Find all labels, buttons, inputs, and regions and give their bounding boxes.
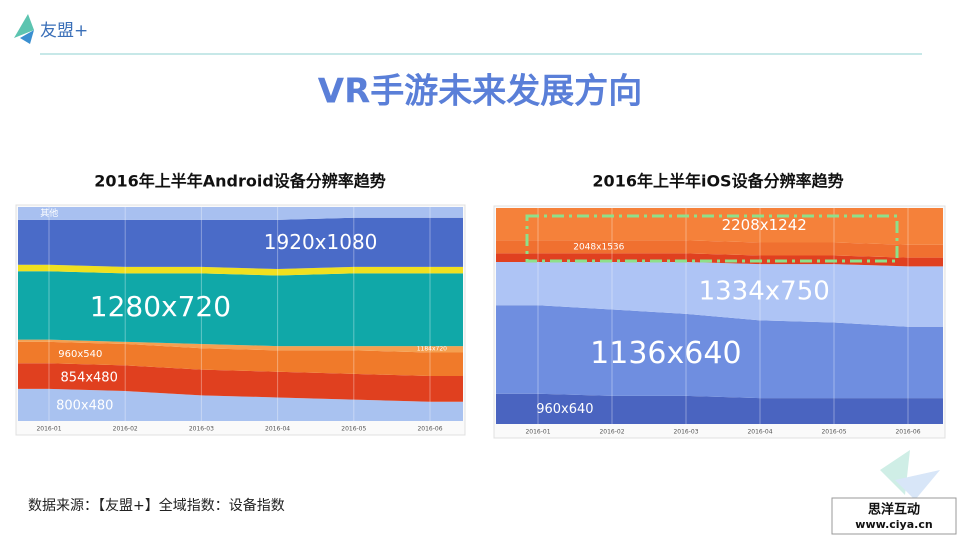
area-label: 1920x1080	[264, 230, 378, 254]
area-label: 1136x640	[590, 336, 741, 371]
chart-title: 2016年上半年iOS设备分辨率趋势	[592, 172, 843, 191]
watermark-name: 思洋互动	[868, 502, 920, 518]
area-band	[18, 207, 463, 220]
area-label: 854x480	[61, 370, 118, 385]
logo-icon	[20, 30, 34, 44]
area-band	[496, 393, 943, 424]
area-band	[18, 271, 463, 347]
x-tick-label: 2016-01	[36, 426, 61, 433]
area-label: 960x640	[536, 402, 593, 417]
decor	[895, 470, 940, 500]
x-tick-label: 2016-01	[525, 429, 550, 436]
area-label: 2208x1242	[722, 216, 807, 234]
area-label: 其他	[40, 207, 58, 219]
slide-title: VR手游未来发展方向	[318, 72, 643, 112]
x-tick-label: 2016-03	[189, 426, 214, 433]
area-band	[18, 264, 463, 276]
x-tick-label: 2016-03	[673, 429, 698, 436]
logo-icon	[14, 14, 34, 38]
area-band	[18, 217, 463, 270]
area-label: 960x540	[58, 349, 102, 360]
x-tick-label: 2016-02	[113, 426, 138, 433]
area-band	[496, 208, 943, 245]
chart-title: 2016年上半年Android设备分辨率趋势	[94, 172, 386, 191]
x-tick-label: 2016-05	[821, 429, 846, 436]
area-label: 2048x1536	[573, 242, 624, 252]
area-label: 800x480	[56, 398, 113, 413]
area-label: 1280x720	[90, 290, 231, 323]
area-label: 1184x720	[417, 345, 447, 352]
x-tick-label: 2016-06	[417, 426, 442, 433]
area-band	[18, 339, 463, 353]
watermark-box	[831, 497, 957, 535]
area-band	[18, 388, 463, 421]
highlight-box	[525, 214, 899, 263]
source-note: 数据来源：【友盟+】全域指数：设备指数	[28, 497, 285, 514]
area-band	[496, 305, 943, 399]
x-tick-label: 2016-02	[599, 429, 624, 436]
area-band	[496, 262, 943, 327]
x-tick-label: 2016-05	[341, 426, 366, 433]
x-tick-label: 2016-04	[747, 429, 772, 436]
area-band	[496, 240, 943, 258]
logo-text: 友盟+	[40, 21, 88, 41]
x-tick-label: 2016-06	[895, 429, 920, 436]
area-band	[18, 363, 463, 402]
area-label: 1334x750	[699, 277, 830, 307]
watermark-url: www.ciya.cn	[855, 518, 932, 531]
x-tick-label: 2016-04	[265, 426, 290, 433]
